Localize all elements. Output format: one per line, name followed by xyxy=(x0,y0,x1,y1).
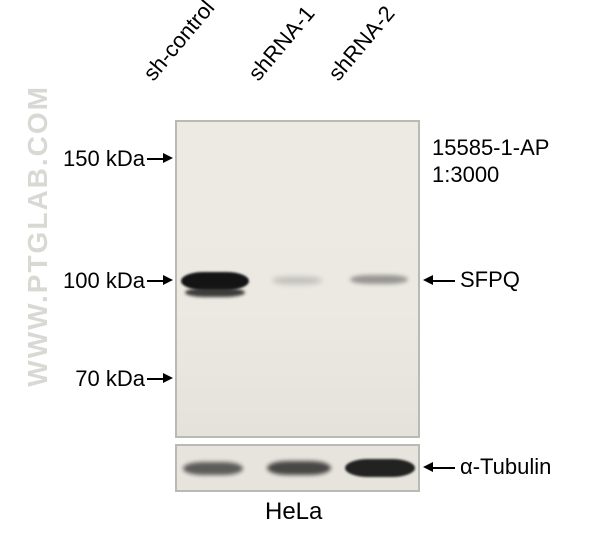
loading-blot-frame xyxy=(175,444,420,492)
tubulin-arrow-head xyxy=(423,462,433,472)
lane-label-sh-control: sh-control xyxy=(138,0,220,86)
lane-label-shrna2: shRNA-2 xyxy=(323,1,400,86)
mw-arrow-head-70 xyxy=(163,373,173,383)
mw-arrow-head-150 xyxy=(163,153,173,163)
sfpq-arrow-line xyxy=(433,280,455,282)
mw-label-150: 150 kDa xyxy=(55,146,145,172)
dilution-label: 1:3000 xyxy=(432,162,499,188)
tubulin-label: α-Tubulin xyxy=(460,454,551,480)
mw-label-70: 70 kDa xyxy=(55,366,145,392)
antibody-id-label: 15585-1-AP xyxy=(432,135,549,161)
mw-arrow-head-100 xyxy=(163,275,173,285)
tubulin-band-shrna2 xyxy=(345,459,415,477)
main-blot-frame xyxy=(175,120,420,438)
tubulin-band-shrna1 xyxy=(267,461,331,475)
sfpq-label: SFPQ xyxy=(460,267,520,293)
sfpq-band-shrna1 xyxy=(272,277,322,284)
main-blot-inner xyxy=(177,122,418,436)
mw-label-100: 100 kDa xyxy=(55,268,145,294)
sfpq-arrow-head xyxy=(423,275,433,285)
sfpq-band-shrna2 xyxy=(350,275,408,284)
figure-container: WWW.PTGLAB.COM sh-control shRNA-1 shRNA-… xyxy=(0,0,605,550)
sfpq-band-control-lower xyxy=(185,288,245,297)
tubulin-band-control xyxy=(183,462,243,475)
loading-blot-inner xyxy=(177,446,418,490)
lane-label-shrna1: shRNA-1 xyxy=(243,1,320,86)
watermark-text: WWW.PTGLAB.COM xyxy=(22,85,54,387)
tubulin-arrow-line xyxy=(433,467,455,469)
cell-line-label: HeLa xyxy=(265,498,322,526)
